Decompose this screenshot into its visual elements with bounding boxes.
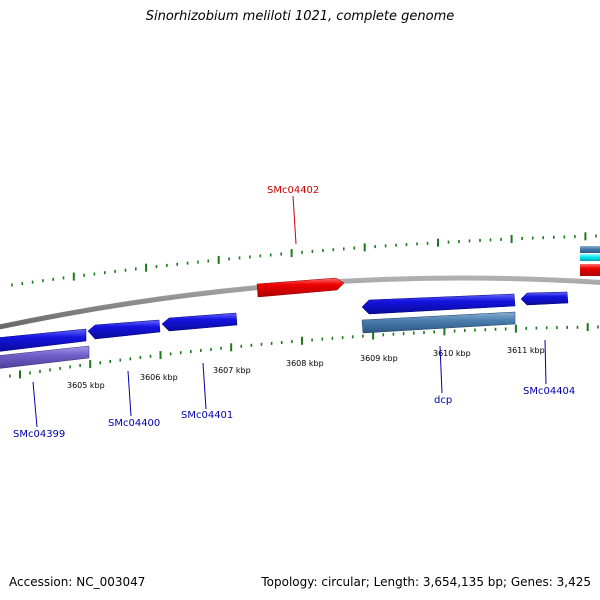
steel-feature-dcp[interactable] [361,311,516,334]
purple-feature-left[interactable] [0,345,90,369]
inner-tick-ring [9,323,599,379]
scale-label-3605: 3605 kbp [67,381,105,390]
gene-label-smc04404[interactable]: SMc04404 [523,386,575,397]
red-feature-right[interactable] [580,264,600,276]
leader-line-smc04400 [127,370,132,417]
gene-smc04402-arrow[interactable] [256,277,345,298]
genome-info-text: Topology: circular; Length: 3,654,135 bp… [261,575,591,589]
gene-smc04404-arrow[interactable] [520,291,569,306]
scale-label-3607: 3607 kbp [213,366,251,375]
scale-label-3608: 3608 kbp [286,359,324,368]
gene-label-smc04401[interactable]: SMc04401 [181,410,233,421]
leader-line-dcp [439,345,443,394]
gene-smc04401-arrow[interactable] [161,312,238,332]
scale-label-3610: 3610 kbp [433,349,471,358]
outer-tick-ring [11,232,597,287]
leader-line-smc04402 [292,195,297,245]
gene-label-smc04399[interactable]: SMc04399 [13,429,65,440]
scale-label-3611: 3611 kbp [507,346,545,355]
gene-label-dcp[interactable]: dcp [434,395,452,406]
leader-line-smc04399 [32,381,38,428]
gene-label-smc04402[interactable]: SMc04402 [267,185,319,196]
gene-dcp-arrow[interactable] [361,293,516,315]
scale-label-3609: 3609 kbp [360,354,398,363]
gene-label-smc04400[interactable]: SMc04400 [108,418,160,429]
cyan-feature-right[interactable] [580,254,600,261]
scale-label-3606: 3606 kbp [140,373,178,382]
gene-smc04399-arrow[interactable] [0,328,87,352]
map-title: Sinorhizobium meliloti 1021, complete ge… [145,9,455,24]
gene-smc04400-arrow[interactable] [87,319,161,340]
leader-line-smc04404 [544,339,547,385]
accession-text: Accession: NC_003047 [9,575,146,589]
steel-feature-right-top[interactable] [580,246,600,253]
leader-line-smc04401 [202,362,207,410]
